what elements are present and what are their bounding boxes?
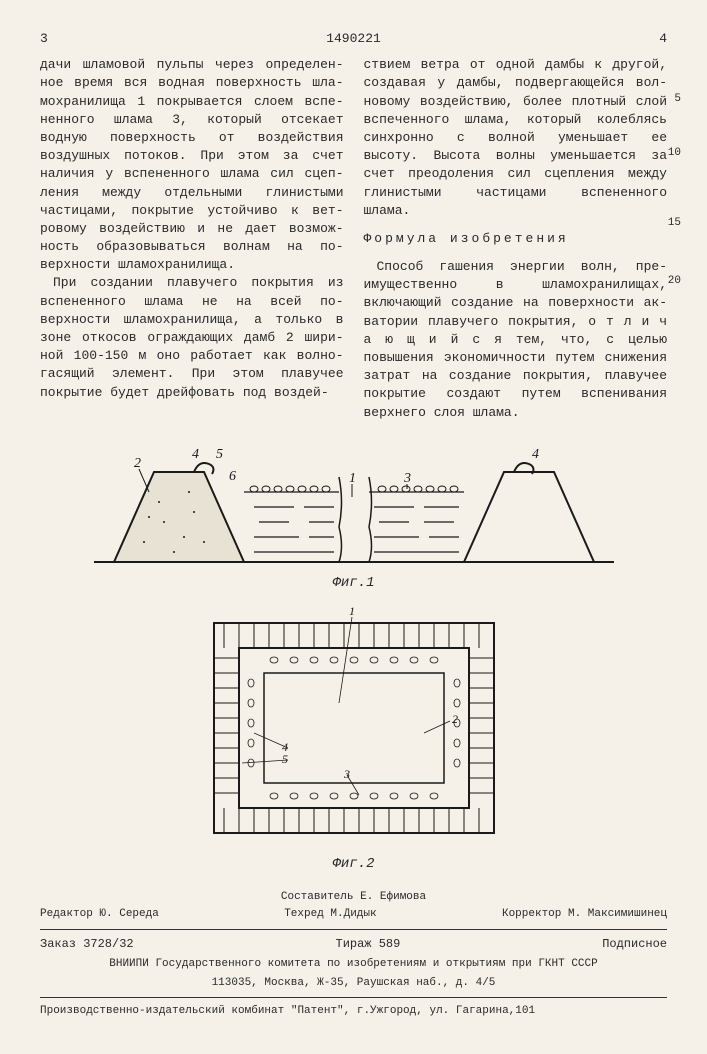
left-column: дачи шламовой пульпы через определен­ное… <box>40 56 344 422</box>
svg-text:1: 1 <box>349 604 355 618</box>
corrector: Корректор М. Максимишинец <box>502 907 667 922</box>
techred: Техред М.Дидык <box>284 907 376 922</box>
line-num-5: 5 <box>674 92 681 107</box>
page-header: 3 1490221 4 <box>40 30 667 48</box>
tirage: Тираж 589 <box>336 936 401 953</box>
line-num-10: 10 <box>668 146 681 161</box>
org-2: 113035, Москва, Ж-35, Раушская наб., д. … <box>40 976 667 991</box>
credits-block: Составитель Е. Ефимова Редактор Ю. Серед… <box>40 890 667 1020</box>
page-num-left: 3 <box>40 30 48 48</box>
svg-text:4: 4 <box>192 447 199 462</box>
fig2-svg: 1 2 4 5 3 <box>194 603 514 853</box>
fig2-label: Фиг.2 <box>40 855 667 875</box>
svg-text:5: 5 <box>216 447 223 462</box>
svg-text:2: 2 <box>134 456 141 471</box>
left-para-1: дачи шламовой пульпы через определен­ное… <box>40 56 344 274</box>
formula-title: Формула изобретения <box>364 230 668 248</box>
fig1-svg: 2 4 5 6 1 3 4 <box>94 442 614 572</box>
svg-text:1: 1 <box>349 471 356 486</box>
text-columns: дачи шламовой пульпы через определен­ное… <box>40 56 667 422</box>
composer: Составитель Е. Ефимова <box>40 890 667 905</box>
svg-text:3: 3 <box>403 471 411 486</box>
svg-text:5: 5 <box>282 752 288 766</box>
patent-number: 1490221 <box>48 30 659 48</box>
org-3: Производственно-издательский комбинат "П… <box>40 1004 667 1019</box>
subscribed: Подписное <box>602 936 667 953</box>
editor: Редактор Ю. Середа <box>40 907 159 922</box>
svg-text:4: 4 <box>532 447 539 462</box>
fig1-label: Фиг.1 <box>40 574 667 594</box>
svg-text:6: 6 <box>229 469 236 484</box>
right-para-1: ствием ветра от одной дамбы к другой, со… <box>364 56 668 220</box>
figure-2: 1 2 4 5 3 Фиг.2 <box>40 603 667 875</box>
svg-text:2: 2 <box>452 712 458 726</box>
left-para-2: При создании плавучего покрытия из вспен… <box>40 274 344 401</box>
figures-block: 2 4 5 6 1 3 4 Фиг.1 <box>40 442 667 875</box>
line-num-15: 15 <box>668 216 681 231</box>
order: Заказ 3728/32 <box>40 936 134 953</box>
page-num-right: 4 <box>659 30 667 48</box>
divider-1 <box>40 929 667 930</box>
line-num-20: 20 <box>668 274 681 289</box>
right-column: 5 10 15 20 ствием ветра от одной дамбы к… <box>364 56 668 422</box>
divider-2 <box>40 997 667 998</box>
right-para-2: Способ гашения энергии волн, пре­имущест… <box>364 258 668 422</box>
org-1: ВНИИПИ Государственного комитета по изоб… <box>40 957 667 972</box>
figure-1: 2 4 5 6 1 3 4 Фиг.1 <box>40 442 667 594</box>
